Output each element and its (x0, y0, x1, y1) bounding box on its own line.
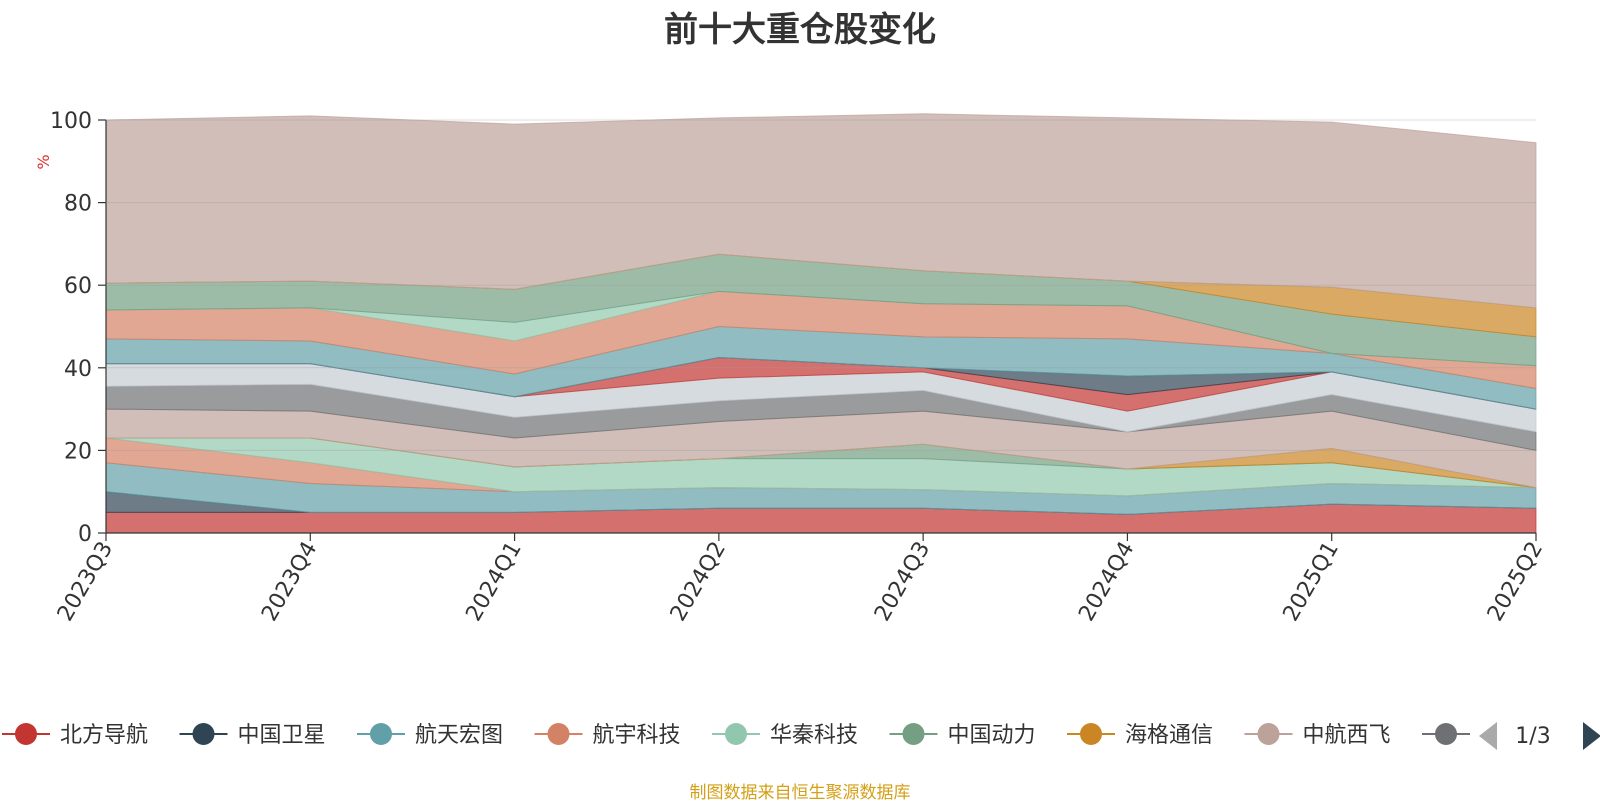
y-tick-label: 0 (78, 522, 92, 547)
legend-items: 北方导航 中国卫星 航天宏图 航宇科技 华秦科技 中国动力 海格通信 中航西飞 氵 (2, 723, 1502, 748)
legend-page-indicator: 1/3 (1515, 724, 1550, 749)
legend-dot-icon (725, 723, 747, 745)
legend-label: 海格通信 (1125, 723, 1213, 748)
legend-item[interactable]: 航宇科技 (534, 723, 681, 748)
x-tick-label: 2023Q3 (53, 538, 118, 626)
legend-dot-icon (192, 723, 215, 745)
legend-dot-icon (1257, 723, 1280, 745)
y-tick-label: 20 (64, 439, 92, 464)
area-series-17 (105, 113, 1537, 309)
legend-item[interactable]: 海格通信 (1067, 723, 1213, 748)
x-tick-label: 2024Q2 (666, 538, 731, 626)
y-tick-label: 80 (64, 192, 92, 217)
legend-dot-icon (1080, 723, 1102, 745)
x-tick-label: 2025Q1 (1279, 538, 1344, 626)
legend-dot-icon (547, 723, 570, 745)
legend-dot-icon (902, 723, 925, 745)
y-axis-unit: % (34, 154, 53, 169)
x-tick-label: 2023Q4 (257, 538, 322, 626)
grid-lines (106, 119, 1536, 451)
legend-label: 北方导航 (60, 723, 148, 748)
legend-label: 中国动力 (948, 723, 1036, 748)
y-tick-label: 60 (64, 274, 92, 299)
legend-item[interactable]: 航天宏图 (357, 723, 503, 748)
legend-label: 航天宏图 (415, 723, 503, 748)
x-tick-label: 2024Q4 (1074, 538, 1139, 626)
legend-prev-icon[interactable] (1479, 722, 1497, 750)
y-tick-label: 100 (50, 109, 92, 134)
area-series-group (105, 113, 1537, 534)
legend-item[interactable]: 中航西飞 (1244, 723, 1391, 748)
x-tick-label: 2025Q2 (1483, 538, 1548, 626)
source-note: 制图数据来自恒生聚源数据库 (689, 783, 911, 803)
legend-dot-icon (15, 723, 37, 745)
legend: 北方导航 中国卫星 航天宏图 航宇科技 华秦科技 中国动力 海格通信 中航西飞 氵 (2, 723, 1502, 748)
legend-item[interactable]: 华秦科技 (712, 723, 858, 748)
x-tick-label: 2024Q1 (461, 538, 526, 626)
legend-label: 中航西飞 (1303, 723, 1391, 748)
legend-next-icon[interactable] (1583, 722, 1600, 750)
legend-label: 航宇科技 (593, 723, 681, 748)
legend-label: 中国卫星 (238, 723, 326, 748)
legend-item[interactable]: 中国动力 (889, 723, 1036, 748)
chart-title: 前十大重仓股变化 (664, 10, 936, 50)
y-tick-label: 40 (64, 357, 92, 382)
legend-dot-icon (370, 723, 392, 745)
legend-label: 华秦科技 (770, 723, 858, 748)
x-tick-label: 2024Q3 (870, 538, 935, 626)
legend-item[interactable]: 氵 (1422, 723, 1502, 748)
legend-item[interactable]: 中国卫星 (179, 723, 326, 748)
legend-item[interactable]: 北方导航 (2, 723, 148, 748)
legend-dot-icon (1435, 723, 1457, 745)
legend-pager: 1/3 (1479, 722, 1600, 750)
